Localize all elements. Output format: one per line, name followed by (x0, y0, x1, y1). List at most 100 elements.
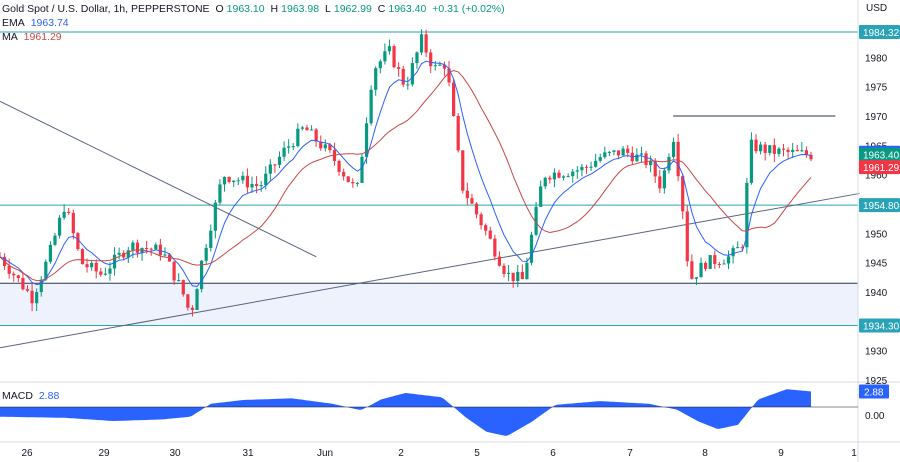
candle-body (236, 180, 240, 182)
candle-body (662, 170, 666, 189)
candle-body (287, 146, 291, 148)
candle-body (639, 153, 644, 155)
candle-body (126, 250, 130, 258)
trendline (0, 100, 317, 258)
candle-body (80, 249, 85, 265)
candle-body (177, 280, 181, 282)
candle-body (552, 172, 557, 180)
candle-body (25, 289, 30, 291)
x-tick-label: 2 (398, 448, 404, 459)
candle-body (429, 52, 433, 67)
candle-body (525, 262, 529, 280)
candle-body (277, 156, 282, 165)
candle-body (548, 177, 552, 180)
candle-body (800, 150, 804, 152)
price-tag-text: 1961.29 (863, 163, 900, 174)
candle-body (603, 152, 607, 158)
price-tag-level: 1984.32 (859, 24, 900, 39)
ma-legend[interactable]: MA 1961.29 (2, 31, 65, 43)
candle-body (378, 61, 382, 69)
candle-body (145, 248, 149, 250)
macd-value: 2.88 (38, 390, 60, 402)
candle-body (571, 171, 575, 177)
candle-body (112, 254, 117, 269)
candle-body (575, 170, 579, 172)
candle-body (754, 139, 758, 152)
macd-zero-label: 0.00 (865, 411, 885, 422)
candle-body (566, 176, 570, 178)
candles-group (0, 29, 813, 317)
candle-body (346, 176, 350, 182)
candle-body (433, 65, 437, 67)
candle-body (511, 272, 515, 281)
candle-body (108, 268, 112, 274)
candle-body (213, 202, 217, 231)
candle-body (658, 176, 662, 189)
candle-body (76, 233, 80, 250)
candle-body (410, 63, 414, 85)
candle-body (461, 150, 465, 191)
candle-body (635, 154, 639, 162)
ma-line (0, 69, 812, 282)
candle-body (163, 254, 167, 256)
candle-body (777, 148, 781, 154)
price-tag-box (859, 24, 900, 39)
x-tick-label: 31 (242, 448, 254, 459)
y-tick-label: 1940 (865, 288, 888, 299)
candle-body (48, 244, 53, 262)
price-tag-box (859, 160, 900, 175)
candle-body (12, 273, 16, 276)
y-tick-label: 1945 (865, 259, 888, 270)
candle-body (644, 153, 648, 166)
candle-body (758, 144, 763, 152)
candle-body (397, 67, 401, 69)
candle-body (401, 68, 405, 85)
candle-body (259, 185, 263, 187)
candle-body (218, 184, 222, 203)
candle-body (722, 263, 726, 265)
low-value: 1962.99 (333, 3, 372, 15)
price-tag-ma: 1961.29 (859, 160, 900, 175)
candle-body (35, 292, 39, 304)
candle-body (557, 172, 561, 178)
macd-legend[interactable]: MACD 2.88 (2, 390, 62, 402)
candle-body (763, 144, 767, 153)
candle-body (300, 127, 305, 129)
ema-legend[interactable]: EMA 1963.74 (2, 17, 72, 29)
candle-body (539, 186, 543, 207)
candle-body (195, 289, 199, 310)
x-tick-label: 26 (21, 448, 33, 459)
candle-body (62, 211, 66, 218)
candle-body (57, 217, 62, 236)
candle-body (351, 181, 355, 184)
x-tick-label: 30 (169, 448, 181, 459)
symbol-title[interactable]: Gold Spot / U.S. Dollar, 1h, PEPPERSTONE (2, 3, 210, 15)
candle-body (90, 262, 94, 268)
candle-body (337, 160, 341, 172)
high-value: 1963.98 (281, 3, 320, 15)
candle-body (584, 166, 589, 168)
x-tick-label: 9 (778, 448, 784, 459)
candle-body (254, 183, 259, 186)
ema-value: 1963.74 (30, 17, 69, 29)
y-tick-label: 1930 (865, 347, 888, 358)
candle-body (685, 211, 689, 262)
price-tag-text: 1934.30 (863, 321, 900, 332)
candle-body (616, 150, 621, 156)
candle-body (103, 273, 107, 275)
symbol-info-row: Gold Spot / U.S. Dollar, 1h, PEPPERSTONE… (2, 3, 508, 15)
candle-body (768, 145, 772, 153)
candle-body (360, 156, 364, 183)
candle-body (387, 46, 392, 52)
candle-body (342, 171, 346, 177)
x-tick-label: 5 (474, 448, 480, 459)
candle-body (726, 256, 731, 264)
candle-body (520, 271, 524, 280)
candle-body (713, 255, 717, 264)
candle-body (245, 175, 250, 188)
candle-body (447, 68, 451, 83)
candle-body (452, 82, 456, 116)
candle-body (209, 230, 213, 248)
candle-body (305, 127, 309, 131)
